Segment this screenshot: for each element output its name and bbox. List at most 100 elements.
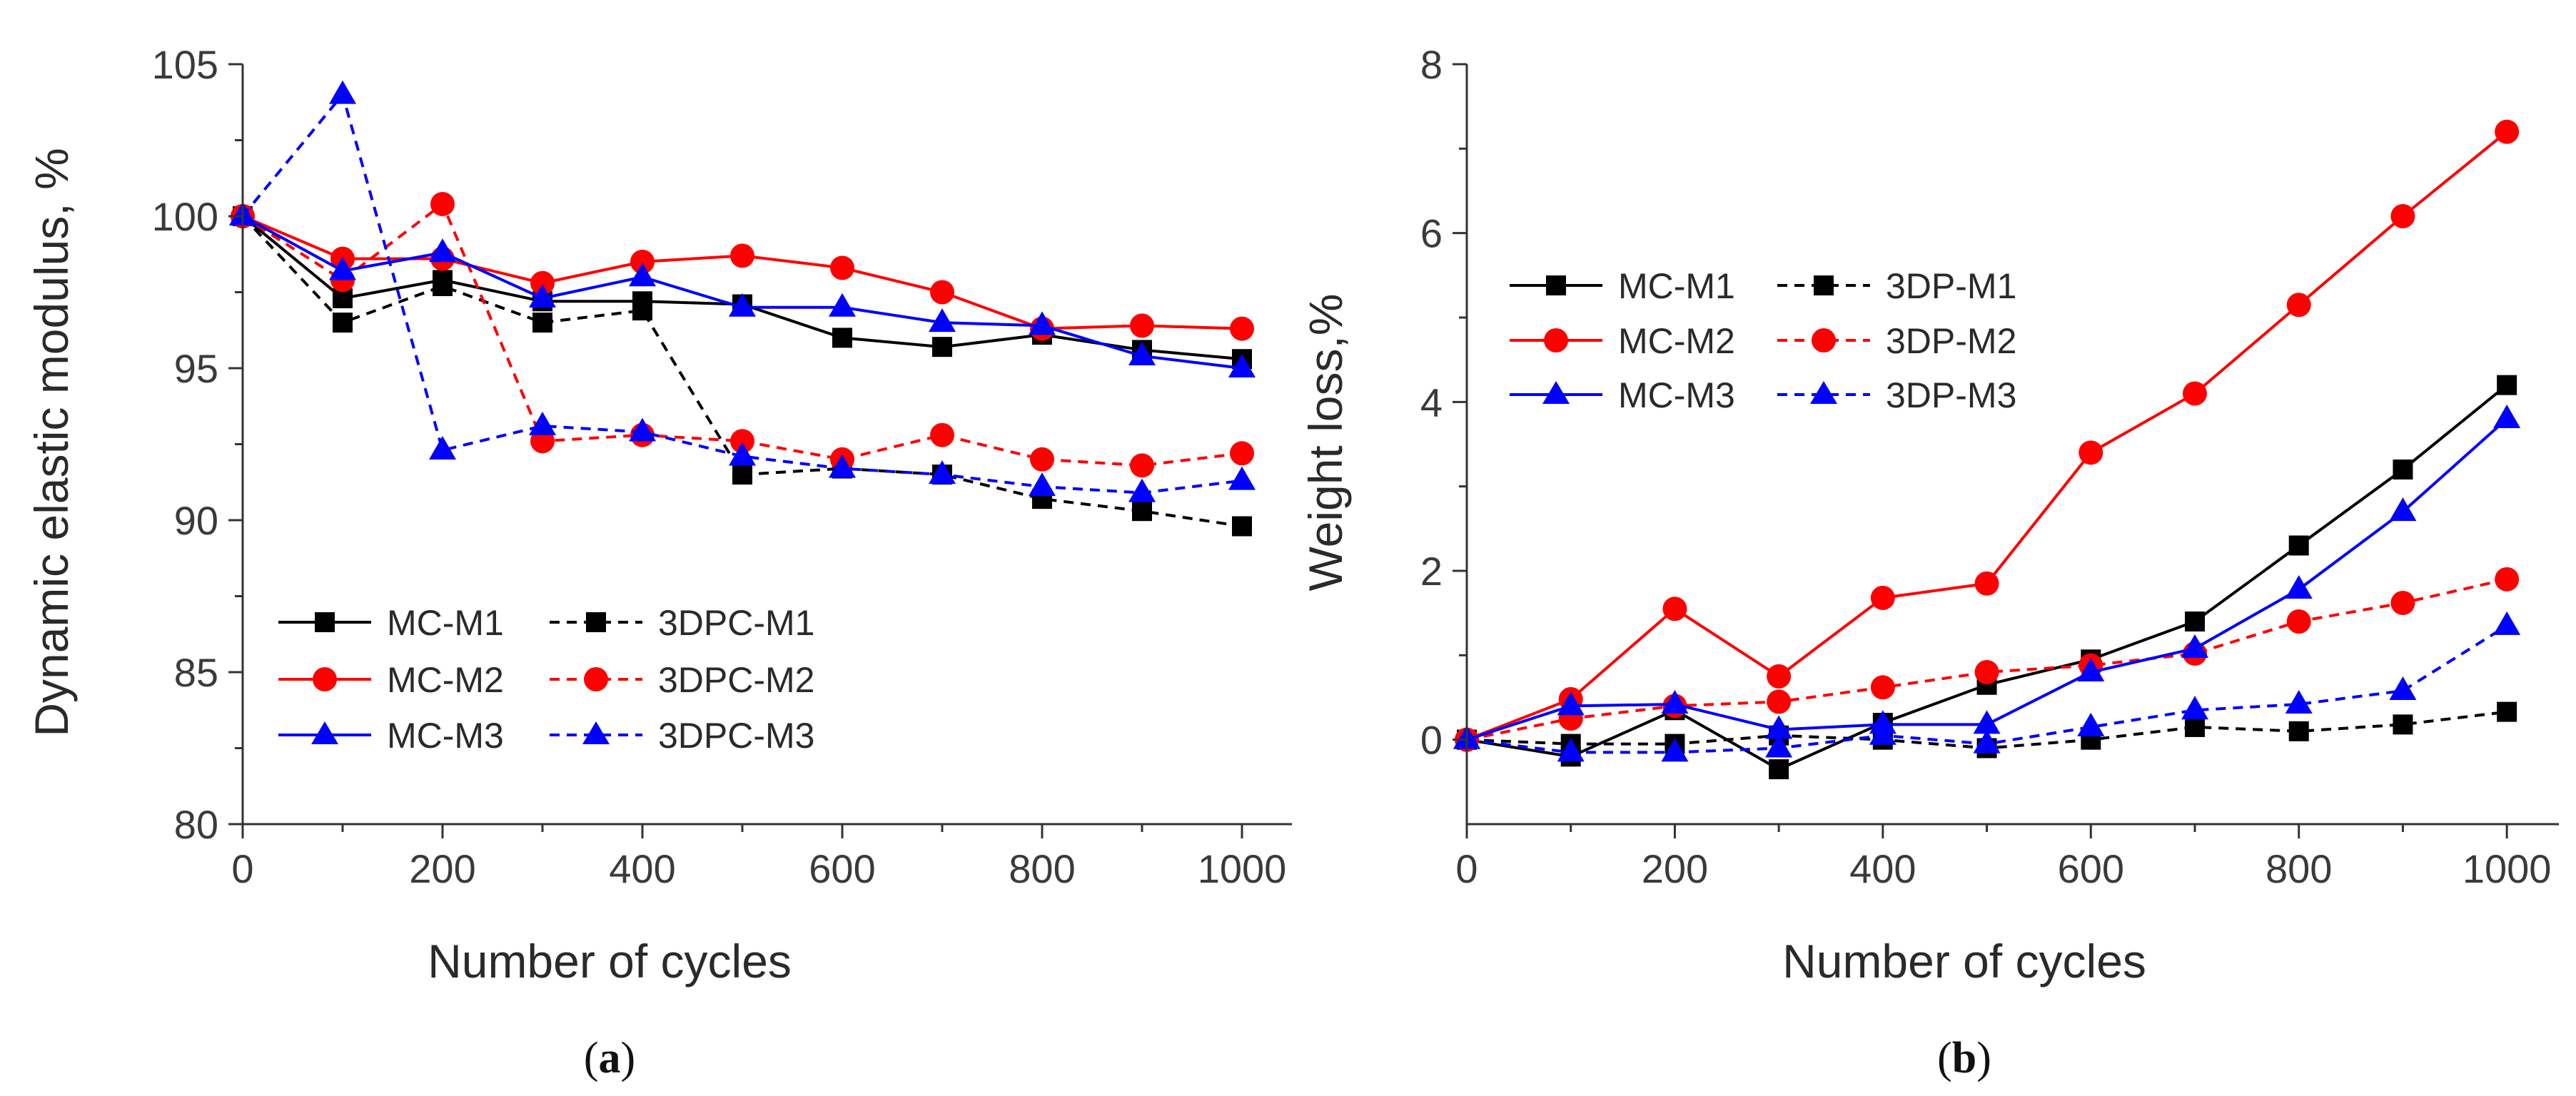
panel-a-data-point-3dpc-m3 xyxy=(929,460,956,484)
panel-b-data-point-3dp-m3 xyxy=(1765,734,1793,758)
panel-a-data-point-3dpc-m1 xyxy=(1132,501,1152,522)
legend-b-entry-3dp-m1: 3DP-M1 xyxy=(1777,266,2016,306)
panel-b-series-line-3dp-m2 xyxy=(1466,577,2507,741)
panel-b-data-point-mc-m1 xyxy=(1769,759,1789,780)
panel-a-x-tick-label: 0 xyxy=(231,846,253,891)
panel-a-series-line-3dpc-m2 xyxy=(241,201,1243,467)
panel-a-data-point-mc-m2 xyxy=(830,255,854,280)
panel-b-data-point-3dp-m3 xyxy=(1869,721,1896,745)
panel-b-label-open: ( xyxy=(1937,1034,1952,1082)
panel-a-data-point-3dpc-m3 xyxy=(1029,472,1056,497)
panel-b-data-point-3dp-m3 xyxy=(2493,611,2521,635)
panel-a-axes-layer: 0 200 400 600 800 1000 80 85 90 95 100 105 xyxy=(152,42,1292,891)
panel-b-data-point-mc-m2 xyxy=(2495,119,2520,144)
panel-a-data-point-3dpc-m1 xyxy=(632,300,652,321)
panel-a-series-line-mc-m3 xyxy=(242,215,1243,370)
panel-a-data-point-3dpc-m1 xyxy=(1232,516,1252,537)
panel-b-y-tick-label: 6 xyxy=(1420,211,1443,256)
panel-b-data-point-mc-m2 xyxy=(2183,381,2207,406)
legend-b-label-mc-m3: MC-M3 xyxy=(1618,375,1735,415)
legend-b-label-3dp-m2: 3DP-M2 xyxy=(1886,321,2016,361)
panel-b-data-point-3dp-m2 xyxy=(2286,609,2311,634)
legend-a-entry-mc-m3: MC-M3 xyxy=(278,716,504,756)
legend-a-entry-mc-m2: MC-M2 xyxy=(278,660,504,700)
panel-a-x-tick-label: 200 xyxy=(409,846,475,891)
panel-a-label-open: ( xyxy=(584,1034,599,1082)
panel-a-data-point-mc-m2 xyxy=(1230,316,1254,341)
panel-a-data-point-3dpc-m3 xyxy=(329,80,356,104)
panel-b-data-point-mc-m3 xyxy=(2493,405,2521,428)
legend-a-label-3dpc-m3: 3DPC-M3 xyxy=(658,716,814,756)
panel-b-data-point-mc-m2 xyxy=(1767,664,1792,689)
panel-b-data-point-mc-m3 xyxy=(1557,691,1585,716)
panel-b-data-point-3dp-m2 xyxy=(1870,675,1895,700)
panel-b-xlabel: Number of cycles xyxy=(1782,935,2146,988)
panel-b-data-point-mc-m2 xyxy=(2390,204,2415,228)
panel-a-data-point-mc-m1 xyxy=(832,328,852,348)
panel-b-data-point-mc-m2 xyxy=(1870,585,1895,610)
panel-b-data-point-mc-m2 xyxy=(2079,440,2103,465)
panel-b-x-tick-label: 0 xyxy=(1455,846,1478,891)
panel-b-data-point-3dp-m2 xyxy=(2495,567,2520,592)
panel-a-x-tick-label: 1000 xyxy=(1198,846,1287,891)
panel-a-data-point-3dpc-m3 xyxy=(1128,478,1156,502)
panel-a-data-point-3dpc-m3 xyxy=(1228,466,1256,490)
panel-a-data-point-mc-m3 xyxy=(1128,341,1156,365)
panel-b-data-point-3dp-m1 xyxy=(2393,714,2413,735)
panel-b-data-point-3dp-m3 xyxy=(2285,689,2313,714)
panel-b-data-point-mc-m3 xyxy=(2077,658,2105,681)
panel-b-data-point-3dp-m2 xyxy=(2390,590,2415,615)
panel-a-legend: MC-M1 3DPC-M1 MC-M2 3DPC-M2 MC-M3 xyxy=(278,603,814,756)
panel-b-data-point-mc-m3 xyxy=(2285,575,2313,599)
legend-b-entry-3dp-m2: 3DP-M2 xyxy=(1777,321,2016,361)
panel-a-y-tick-label: 90 xyxy=(174,498,218,543)
panel-a-x-tick-label: 800 xyxy=(1009,846,1075,891)
legend-b-label-3dp-m3: 3DP-M3 xyxy=(1886,375,2016,415)
panel-a-data-point-3dpc-m3 xyxy=(629,417,656,442)
panel-b-data-point-3dp-m2 xyxy=(1974,660,1999,684)
panel-b-data-point-3dp-m1 xyxy=(2288,721,2309,741)
panel-b-axes-layer: 0 200 400 600 800 1000 0 2 4 6 8 xyxy=(1420,42,2559,891)
panel-a-data-point-mc-m2 xyxy=(530,270,555,295)
panel-a-label: (a) xyxy=(584,1034,635,1082)
panel-b-data-point-3dp-m1 xyxy=(2497,701,2517,722)
panel-a-series-line-mc-m1 xyxy=(241,215,1243,361)
panel-a-data-point-3dpc-m1 xyxy=(433,275,453,296)
panel-b-data-point-mc-m3 xyxy=(1765,715,1793,739)
panel-b-y-tick-label: 4 xyxy=(1420,380,1443,425)
panel-a-data-point-mc-m3 xyxy=(829,293,856,317)
panel-b-data-point-3dp-m2 xyxy=(1767,689,1792,714)
legend-a-entry-3dpc-m2: 3DPC-M2 xyxy=(550,660,814,700)
panel-a-label-close: ) xyxy=(621,1034,636,1082)
panel-a-data-point-mc-m2 xyxy=(630,249,655,274)
panel-b-label-close: ) xyxy=(1976,1034,1991,1082)
panel-a-data-point-3dpc-m2 xyxy=(930,422,954,447)
panel-b-label: (b) xyxy=(1937,1034,1991,1082)
panel-a-chart: 0 200 400 600 800 1000 80 85 90 95 100 105 Dynamic … xyxy=(25,42,1292,1082)
panel-b-data-point-mc-m2 xyxy=(2286,293,2311,318)
legend-a-entry-mc-m1: MC-M1 xyxy=(278,603,504,643)
panel-b-data-point-3dp-m3 xyxy=(2077,712,2105,736)
panel-b-data-point-mc-m2 xyxy=(1974,571,1999,596)
legend-a-label-mc-m1: MC-M1 xyxy=(387,603,504,643)
panel-a-data-point-mc-m2 xyxy=(1130,313,1154,338)
panel-b-x-tick-label: 600 xyxy=(2058,846,2124,891)
legend-a-entry-3dpc-m3: 3DPC-M3 xyxy=(550,716,814,756)
panel-a-y-tick-label: 95 xyxy=(174,346,218,391)
panel-b-data-point-mc-m3 xyxy=(1661,689,1689,714)
panel-a-ylabel: Dynamic elastic modulus, % xyxy=(25,148,78,736)
legend-b-entry-mc-m1: MC-M1 xyxy=(1510,266,1735,306)
legend-b-entry-mc-m3: MC-M3 xyxy=(1510,375,1735,415)
panel-b-chart: 0 200 400 600 800 1000 0 2 4 6 8 Weight loss,% Num… xyxy=(1299,42,2559,1082)
panel-b-data-point-mc-m1 xyxy=(2497,375,2517,395)
panel-a-data-point-3dpc-m1 xyxy=(532,313,552,333)
panel-a-data-point-mc-m3 xyxy=(329,256,356,280)
panel-a-data-point-3dpc-m3 xyxy=(529,411,556,435)
panel-a-label-letter: a xyxy=(599,1034,621,1082)
panel-a-y-tick-label: 80 xyxy=(174,802,218,847)
panel-b-data-point-mc-m1 xyxy=(2393,460,2413,480)
panel-a-data-point-3dpc-m1 xyxy=(732,465,752,485)
legend-a-entry-3dpc-m1: 3DPC-M1 xyxy=(550,603,814,643)
panel-b-data-point-3dp-m3 xyxy=(1661,738,1689,762)
